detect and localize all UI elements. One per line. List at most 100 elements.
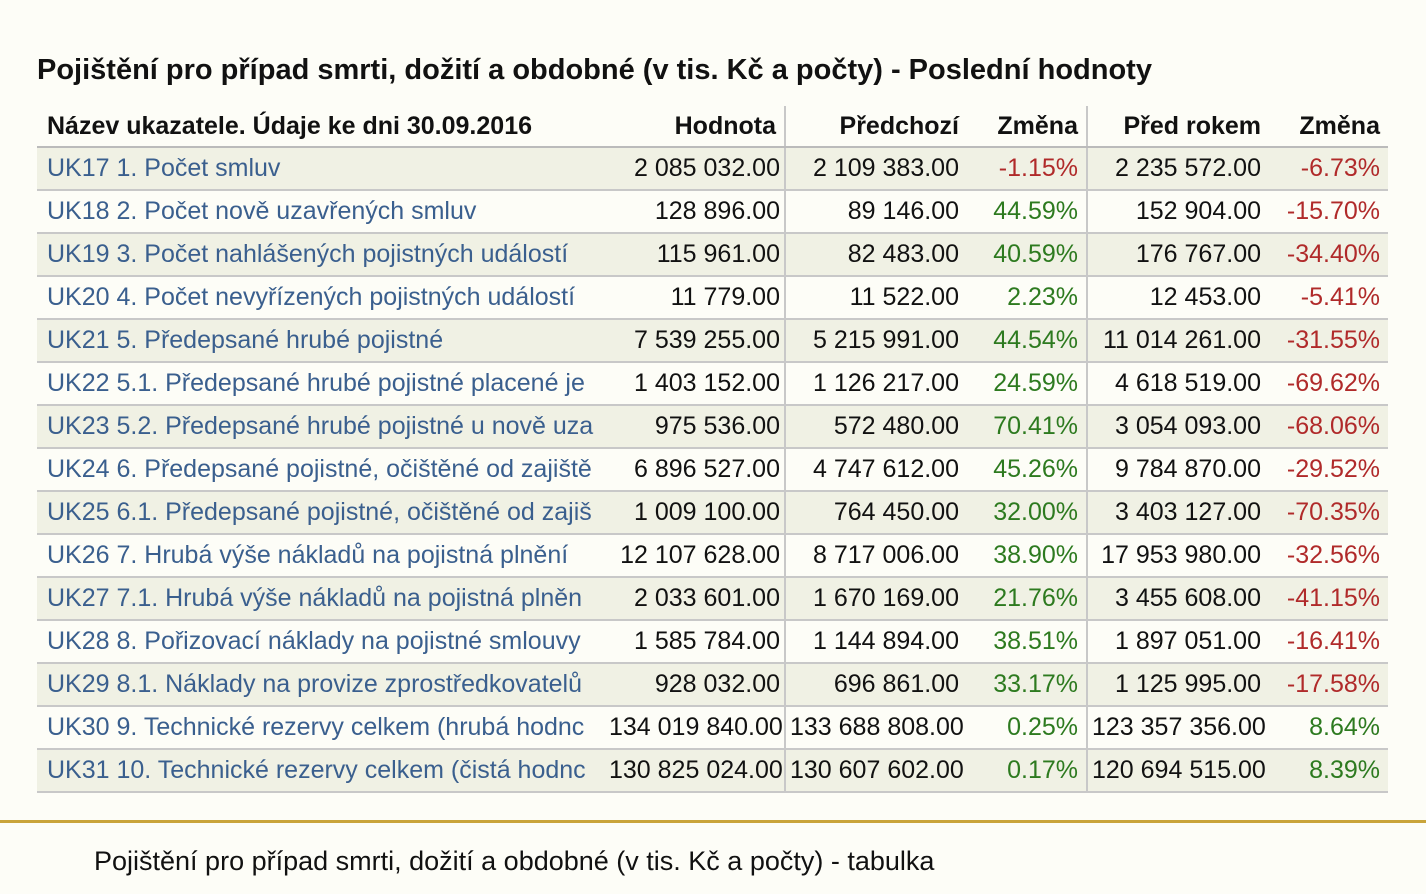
indicator-link[interactable]: UK20 4. Počet nevyřízených pojistných ud… — [37, 276, 605, 320]
cell-change: 44.59% — [967, 190, 1087, 234]
cell-value: 2 033 601.00 — [605, 577, 785, 621]
cell-value: 11 779.00 — [605, 276, 785, 320]
table-row: UK31 10. Technické rezervy celkem (čistá… — [37, 749, 1388, 793]
cell-change: 2.23% — [967, 276, 1087, 320]
cell-change-year: -32.56% — [1269, 534, 1388, 578]
header-name: Název ukazatele. Údaje ke dni 30.09.2016 — [37, 106, 605, 148]
cell-change-year: -15.70% — [1269, 190, 1388, 234]
cell-value: 130 825 024.00 — [605, 749, 785, 793]
cell-previous: 1 670 169.00 — [784, 577, 967, 621]
cell-change-year: -16.41% — [1269, 620, 1388, 664]
cell-change-year: -69.62% — [1269, 362, 1388, 406]
divider — [0, 820, 1426, 823]
cell-change: 40.59% — [967, 233, 1087, 277]
cell-year-ago: 1 897 051.00 — [1086, 620, 1269, 664]
cell-year-ago: 4 618 519.00 — [1086, 362, 1269, 406]
cell-previous: 4 747 612.00 — [784, 448, 967, 492]
cell-change: -1.15% — [967, 147, 1087, 191]
table-body: UK17 1. Počet smluv 2 085 032.00 2 109 383… — [37, 147, 1388, 793]
cell-value: 1 009 100.00 — [605, 491, 785, 535]
cell-value: 1 403 152.00 — [605, 362, 785, 406]
indicator-link[interactable]: UK21 5. Předepsané hrubé pojistné — [37, 319, 605, 363]
cell-change: 32.00% — [967, 491, 1087, 535]
cell-value: 1 585 784.00 — [605, 620, 785, 664]
cell-change: 33.17% — [967, 663, 1087, 707]
cell-previous: 130 607 602.00 — [784, 749, 967, 793]
table-row: UK18 2. Počet nově uzavřených smluv 128 8… — [37, 190, 1388, 234]
table-header-row: Název ukazatele. Údaje ke dni 30.09.2016… — [37, 106, 1388, 148]
indicator-link[interactable]: UK19 3. Počet nahlášených pojistných udá… — [37, 233, 605, 277]
cell-change-year: -5.41% — [1269, 276, 1388, 320]
cell-change: 44.54% — [967, 319, 1087, 363]
header-change: Změna — [967, 106, 1087, 148]
table-row: UK21 5. Předepsané hrubé pojistné 7 539 2… — [37, 319, 1388, 363]
table-row: UK29 8.1. Náklady na provize zprostředko… — [37, 663, 1388, 707]
table-row: UK23 5.2. Předepsané hrubé pojistné u no… — [37, 405, 1388, 449]
table-row: UK24 6. Předepsané pojistné, očištěné od… — [37, 448, 1388, 492]
cell-change: 24.59% — [967, 362, 1087, 406]
indicator-link[interactable]: UK27 7.1. Hrubá výše nákladů na pojistná… — [37, 577, 605, 621]
cell-year-ago: 12 453.00 — [1086, 276, 1269, 320]
cell-previous: 11 522.00 — [784, 276, 967, 320]
cell-change: 70.41% — [967, 405, 1087, 449]
indicator-link[interactable]: UK23 5.2. Předepsané hrubé pojistné u no… — [37, 405, 605, 449]
cell-previous: 696 861.00 — [784, 663, 967, 707]
indicator-link[interactable]: UK26 7. Hrubá výše nákladů na pojistná p… — [37, 534, 605, 578]
header-value: Hodnota — [605, 106, 785, 148]
cell-year-ago: 17 953 980.00 — [1086, 534, 1269, 578]
indicator-link[interactable]: UK28 8. Pořizovací náklady na pojistné s… — [37, 620, 605, 664]
table-row: UK28 8. Pořizovací náklady na pojistné s… — [37, 620, 1388, 664]
indicator-link[interactable]: UK17 1. Počet smluv — [37, 147, 605, 191]
cell-year-ago: 3 054 093.00 — [1086, 405, 1269, 449]
cell-year-ago: 1 125 995.00 — [1086, 663, 1269, 707]
cell-previous: 2 109 383.00 — [784, 147, 967, 191]
cell-value: 115 961.00 — [605, 233, 785, 277]
table-row: UK30 9. Technické rezervy celkem (hrubá … — [37, 706, 1388, 750]
cell-year-ago: 120 694 515.00 — [1086, 749, 1269, 793]
page-title: Pojištění pro případ smrti, dožití a obd… — [37, 54, 1152, 86]
table-row: UK17 1. Počet smluv 2 085 032.00 2 109 383… — [37, 147, 1388, 191]
cell-previous: 572 480.00 — [784, 405, 967, 449]
cell-year-ago: 11 014 261.00 — [1086, 319, 1269, 363]
cell-change-year: -29.52% — [1269, 448, 1388, 492]
cell-change-year: -6.73% — [1269, 147, 1388, 191]
cell-previous: 1 126 217.00 — [784, 362, 967, 406]
cell-year-ago: 2 235 572.00 — [1086, 147, 1269, 191]
cell-year-ago: 123 357 356.00 — [1086, 706, 1269, 750]
table-caption: Pojištění pro případ smrti, dožití a obd… — [94, 846, 935, 876]
cell-change-year: 8.39% — [1269, 749, 1388, 793]
cell-previous: 82 483.00 — [784, 233, 967, 277]
cell-year-ago: 3 403 127.00 — [1086, 491, 1269, 535]
indicator-link[interactable]: UK25 6.1. Předepsané pojistné, očištěné … — [37, 491, 605, 535]
indicator-link[interactable]: UK22 5.1. Předepsané hrubé pojistné plac… — [37, 362, 605, 406]
table-row: UK26 7. Hrubá výše nákladů na pojistná p… — [37, 534, 1388, 578]
cell-change: 38.90% — [967, 534, 1087, 578]
cell-year-ago: 152 904.00 — [1086, 190, 1269, 234]
cell-value: 134 019 840.00 — [605, 706, 785, 750]
cell-change-year: 8.64% — [1269, 706, 1388, 750]
header-previous: Předchozí — [784, 106, 967, 148]
cell-value: 928 032.00 — [605, 663, 785, 707]
indicator-link[interactable]: UK24 6. Předepsané pojistné, očištěné od… — [37, 448, 605, 492]
table-row: UK22 5.1. Předepsané hrubé pojistné plac… — [37, 362, 1388, 406]
cell-previous: 5 215 991.00 — [784, 319, 967, 363]
cell-previous: 89 146.00 — [784, 190, 967, 234]
cell-change-year: -70.35% — [1269, 491, 1388, 535]
header-year-ago: Před rokem — [1086, 106, 1269, 148]
table-row: UK20 4. Počet nevyřízených pojistných ud… — [37, 276, 1388, 320]
indicator-link[interactable]: UK31 10. Technické rezervy celkem (čistá… — [37, 749, 605, 793]
indicator-link[interactable]: UK18 2. Počet nově uzavřených smluv — [37, 190, 605, 234]
indicator-link[interactable]: UK30 9. Technické rezervy celkem (hrubá … — [37, 706, 605, 750]
cell-value: 12 107 628.00 — [605, 534, 785, 578]
table-row: UK27 7.1. Hrubá výše nákladů na pojistná… — [37, 577, 1388, 621]
cell-year-ago: 3 455 608.00 — [1086, 577, 1269, 621]
cell-value: 2 085 032.00 — [605, 147, 785, 191]
cell-value: 7 539 255.00 — [605, 319, 785, 363]
indicator-link[interactable]: UK29 8.1. Náklady na provize zprostředko… — [37, 663, 605, 707]
cell-change: 45.26% — [967, 448, 1087, 492]
indicators-table: Název ukazatele. Údaje ke dni 30.09.2016… — [37, 106, 1388, 793]
cell-change: 21.76% — [967, 577, 1087, 621]
cell-change-year: -68.06% — [1269, 405, 1388, 449]
header-change-year: Změna — [1269, 106, 1388, 148]
cell-year-ago: 176 767.00 — [1086, 233, 1269, 277]
